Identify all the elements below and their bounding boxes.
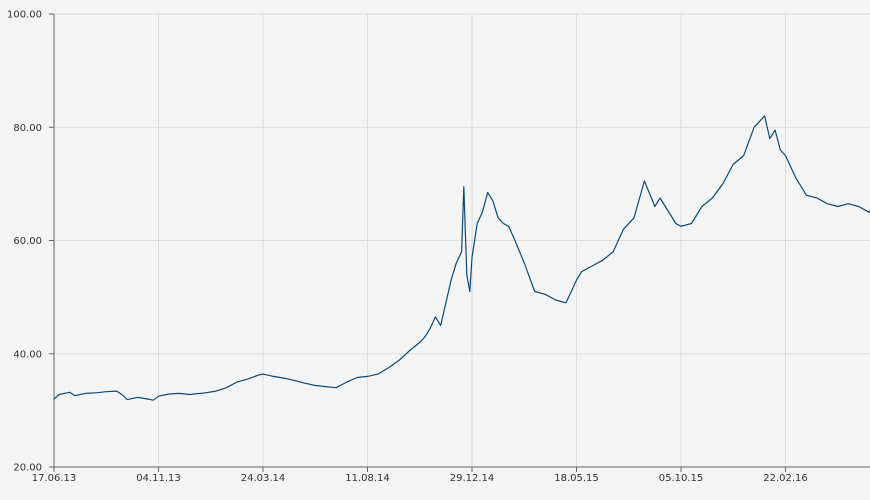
x-tick-label: 11.08.14: [345, 473, 390, 484]
x-tick-label: 04.11.13: [136, 473, 181, 484]
horizontal-gridlines: [54, 13, 870, 355]
x-tick-label: 17.06.13: [32, 473, 77, 484]
x-tick-label: 29.12.14: [450, 473, 495, 484]
x-axis-tick-labels: 17.06.13 04.11.13 24.03.14 11.08.14 29.12.14…: [32, 473, 808, 484]
series-group: [53, 115, 870, 401]
x-tick-label: 05.10.15: [659, 473, 704, 484]
y-tick-label: 60.00: [13, 236, 42, 247]
y-axis-tick-labels: 20.00 40.00 60.00 80.00 100.00: [7, 10, 42, 474]
x-tick-label: 18.05.15: [554, 473, 599, 484]
y-tick-label: 20.00: [13, 463, 42, 474]
x-tick-label: 24.03.14: [241, 473, 286, 484]
y-tick-label: 100.00: [7, 10, 42, 21]
y-tick-label: 40.00: [13, 349, 42, 360]
vertical-gridlines: [158, 14, 786, 467]
chart-axes: [49, 13, 870, 472]
x-tick-label: 22.02.16: [763, 473, 808, 484]
series-line: [53, 115, 870, 401]
y-tick-label: 80.00: [13, 123, 42, 134]
